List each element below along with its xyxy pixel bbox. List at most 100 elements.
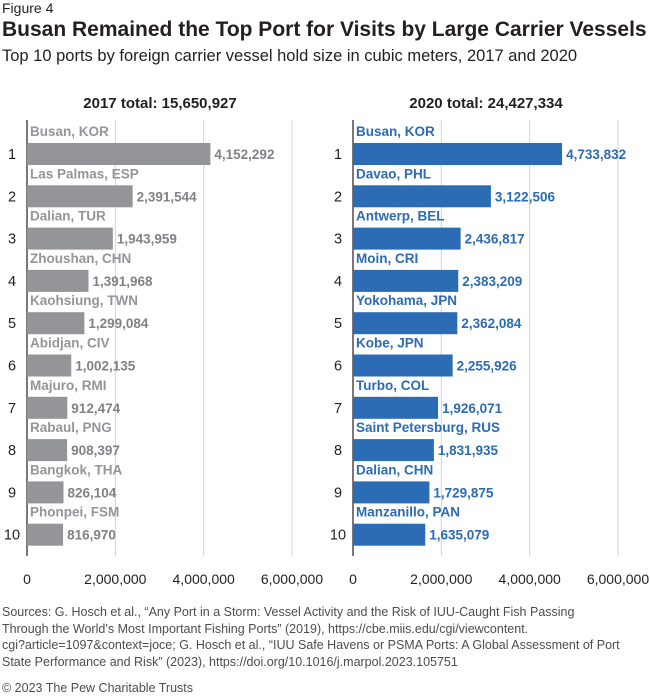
- value-label: 908,397: [71, 443, 120, 458]
- rank-label: 1: [334, 147, 342, 163]
- value-label: 1,831,935: [438, 443, 499, 458]
- rank-label: 1: [8, 147, 16, 163]
- category-label: Busan, KOR: [30, 124, 109, 139]
- bar: [27, 269, 89, 292]
- bar: [27, 354, 72, 377]
- x-tick-label: 0: [23, 571, 31, 587]
- bar: [353, 354, 453, 377]
- rank-label: 7: [334, 401, 342, 417]
- sources-line: State Performance and Risk” (2023), http…: [2, 654, 458, 669]
- x-tick-label: 2,000,000: [410, 571, 472, 587]
- rank-label: 2: [334, 189, 342, 205]
- value-label: 1,635,079: [429, 528, 489, 543]
- category-label: Kaohsiung, TWN: [30, 293, 138, 308]
- bar: [27, 439, 68, 462]
- category-label: Yokohama, JPN: [356, 293, 457, 308]
- x-tick-label: 2,000,000: [84, 571, 146, 587]
- bar: [27, 143, 211, 165]
- category-label: Turbo, COL: [356, 378, 429, 393]
- bar: [27, 227, 113, 250]
- bar: [353, 523, 426, 546]
- rank-label: 8: [334, 443, 342, 459]
- x-tick-label: 0: [349, 571, 357, 587]
- value-label: 826,104: [67, 485, 116, 500]
- value-label: 912,474: [71, 401, 120, 416]
- sources-line: cgi?article=1097&context=joce; G. Hosch …: [2, 638, 620, 652]
- bar: [353, 185, 491, 208]
- value-label: 4,152,292: [214, 147, 274, 162]
- bar: [27, 312, 85, 335]
- bar: [353, 143, 563, 165]
- sources-line: Through the World’s Most Important Fishi…: [2, 621, 529, 636]
- value-label: 816,970: [67, 528, 116, 543]
- bar: [27, 396, 68, 419]
- panel-title: 2020 total: 24,427,334: [409, 95, 563, 112]
- x-tick-label: 6,000,000: [587, 571, 649, 587]
- value-label: 1,729,875: [433, 485, 494, 500]
- bar: [27, 523, 64, 546]
- rank-label: 5: [334, 316, 342, 332]
- bar: [353, 227, 461, 250]
- bar: [353, 269, 459, 292]
- copyright: © 2023 The Pew Charitable Trusts: [2, 681, 194, 695]
- value-label: 2,362,084: [461, 316, 522, 331]
- bar: [353, 481, 430, 504]
- rank-label: 9: [334, 485, 342, 501]
- x-tick-label: 6,000,000: [261, 571, 323, 587]
- category-label: Antwerp, BEL: [356, 209, 445, 224]
- bar-charts: 2017 total: 15,650,927 0 2,000,000 4,000,00…: [4, 95, 649, 587]
- category-label: Dalian, TUR: [30, 209, 106, 224]
- rank-label: 9: [8, 485, 16, 501]
- category-label: Majuro, RMI: [30, 378, 107, 393]
- value-label: 2,391,544: [137, 189, 198, 204]
- rank-label: 6: [334, 359, 342, 375]
- category-label: Las Palmas, ESP: [30, 166, 139, 181]
- category-label: Kobe, JPN: [356, 336, 424, 351]
- value-label: 2,255,926: [457, 359, 518, 374]
- bar: [353, 439, 434, 462]
- chart-subtitle: Top 10 ports by foreign carrier vessel h…: [2, 47, 578, 65]
- rank-label: 8: [8, 443, 16, 459]
- value-label: 1,943,959: [117, 232, 177, 247]
- rank-label: 10: [330, 528, 346, 544]
- category-label: Dalian, CHN: [356, 462, 433, 477]
- x-tick-label: 4,000,000: [173, 571, 235, 587]
- rank-label: 10: [4, 528, 20, 544]
- category-label: Abidjan, CIV: [30, 336, 110, 351]
- category-label: Phonpei, FSM: [30, 505, 119, 520]
- category-label: Bangkok, THA: [30, 462, 123, 477]
- category-label: Manzanillo, PAN: [356, 505, 460, 520]
- rank-label: 2: [8, 189, 16, 205]
- bar: [353, 312, 458, 335]
- value-label: 2,383,209: [462, 274, 522, 289]
- rank-label: 6: [8, 359, 16, 375]
- value-label: 4,733,832: [566, 147, 626, 162]
- bar: [27, 481, 64, 504]
- rank-label: 4: [334, 274, 342, 290]
- value-label: 1,002,135: [75, 359, 136, 374]
- value-label: 2,436,817: [465, 232, 525, 247]
- value-label: 1,926,071: [442, 401, 503, 416]
- rank-label: 4: [8, 274, 16, 290]
- sources-line: Sources: G. Hosch et al., “Any Port in a…: [2, 605, 575, 619]
- category-label: Saint Petersburg, RUS: [356, 420, 500, 435]
- value-label: 3,122,506: [495, 189, 556, 204]
- rank-label: 5: [8, 316, 16, 332]
- category-label: Busan, KOR: [356, 124, 435, 139]
- category-label: Rabaul, PNG: [30, 420, 112, 435]
- value-label: 1,299,084: [88, 316, 149, 331]
- rank-label: 3: [8, 232, 16, 248]
- bar: [353, 396, 439, 419]
- category-label: Davao, PHL: [356, 166, 431, 181]
- chart-title: Busan Remained the Top Port for Visits b…: [2, 18, 647, 41]
- rank-label: 7: [8, 401, 16, 417]
- bar: [27, 185, 133, 208]
- rank-label: 3: [334, 232, 342, 248]
- category-label: Moin, CRI: [356, 251, 418, 266]
- value-label: 1,391,968: [92, 274, 153, 289]
- figure-label: Figure 4: [2, 0, 54, 16]
- category-label: Zhoushan, CHN: [30, 251, 131, 266]
- sources-note: Sources: G. Hosch et al., “Any Port in a…: [2, 604, 642, 670]
- x-tick-label: 4,000,000: [499, 571, 561, 587]
- panel-title: 2017 total: 15,650,927: [83, 95, 236, 112]
